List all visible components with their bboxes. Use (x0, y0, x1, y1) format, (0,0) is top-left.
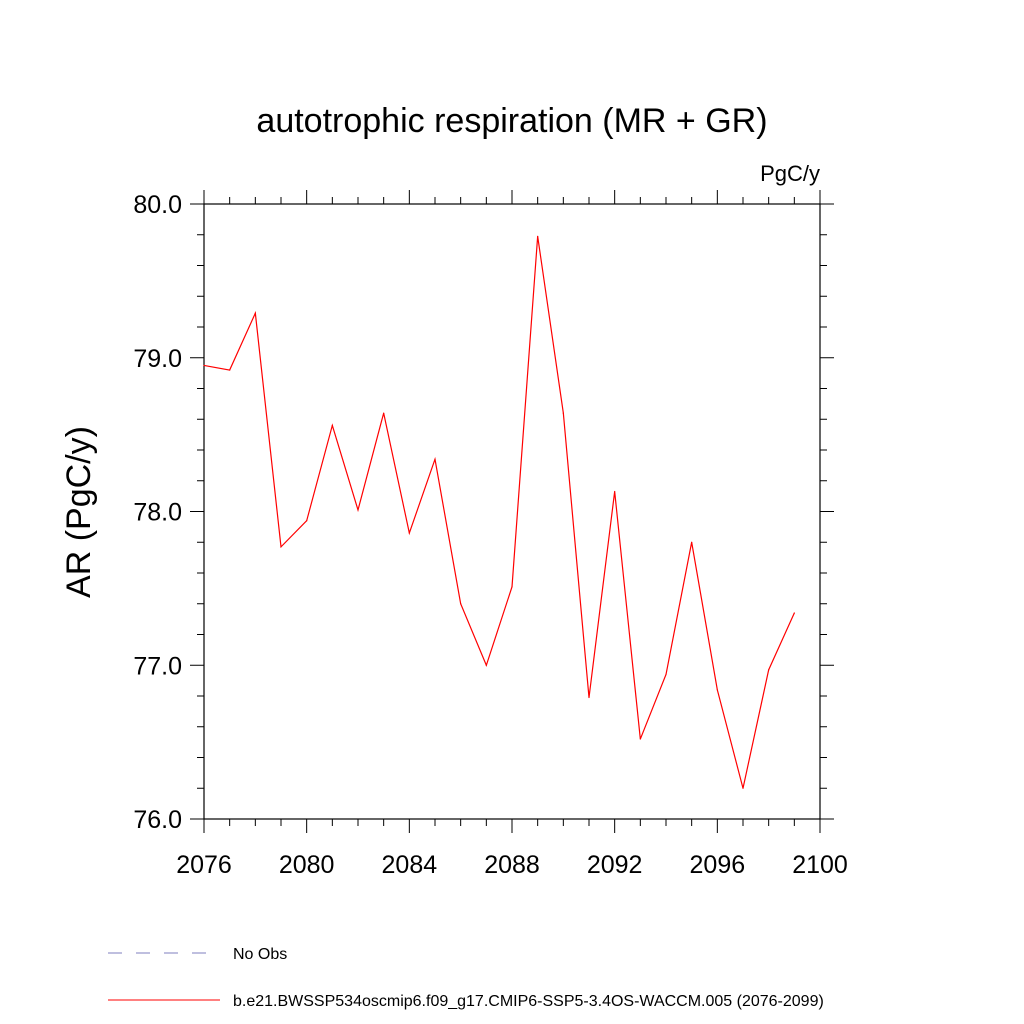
series-point (434, 458, 436, 460)
x-tick-label: 2092 (587, 851, 643, 879)
y-tick-label: 80.0 (133, 191, 182, 219)
y-tick-label: 79.0 (133, 345, 182, 373)
x-tick-label: 2080 (279, 851, 335, 879)
plot-frame (203, 203, 821, 820)
series-point (742, 787, 744, 789)
series-point (614, 490, 616, 493)
series-point (793, 612, 795, 614)
series-point (460, 603, 462, 605)
series-point (562, 412, 564, 414)
legend-label-model-run: b.e21.BWSSP534oscmip6.f09_g17.CMIP6-SSP5… (233, 993, 824, 1010)
series-point (716, 689, 718, 691)
x-tick-label: 2084 (382, 851, 438, 879)
series-point (485, 664, 487, 666)
x-tick-label: 2096 (690, 851, 746, 879)
series-point (537, 235, 539, 237)
x-tick-label: 2100 (792, 851, 848, 879)
series-point (768, 669, 770, 671)
y-tick-label: 78.0 (133, 499, 182, 527)
plot-border (203, 203, 821, 820)
series-line (203, 236, 795, 789)
series-point (511, 586, 513, 588)
series-point (588, 696, 590, 699)
legend: No Obs b.e21.BWSSP534oscmip6.f09_g17.CMI… (108, 946, 824, 1010)
y-tick-label: 77.0 (133, 652, 182, 680)
units-label: PgC/y (760, 161, 820, 186)
series-point (203, 364, 205, 367)
legend-label-no-obs: No Obs (233, 946, 287, 963)
y-axis-ticks: 76.0 77.0 78.0 79.0 80.0 (133, 191, 834, 834)
x-axis-ticks: 2076 2080 2084 2088 2092 2096 2100 (176, 190, 848, 879)
series-point (408, 532, 410, 534)
series-point (665, 673, 667, 676)
series-point (331, 424, 333, 426)
series-point (306, 520, 308, 522)
series-point (357, 509, 359, 511)
series-point (691, 541, 693, 543)
series-point (229, 369, 231, 371)
x-tick-label: 2076 (176, 851, 232, 879)
series-point (383, 412, 385, 414)
series-point (639, 738, 641, 740)
y-tick-label: 76.0 (133, 806, 182, 834)
y-axis-label: AR (PgC/y) (60, 426, 98, 598)
x-tick-label: 2088 (484, 851, 540, 879)
chart-title: autotrophic respiration (MR + GR) (256, 102, 767, 140)
series-layer (203, 235, 795, 789)
series-point (254, 312, 256, 314)
series-point (280, 546, 282, 548)
